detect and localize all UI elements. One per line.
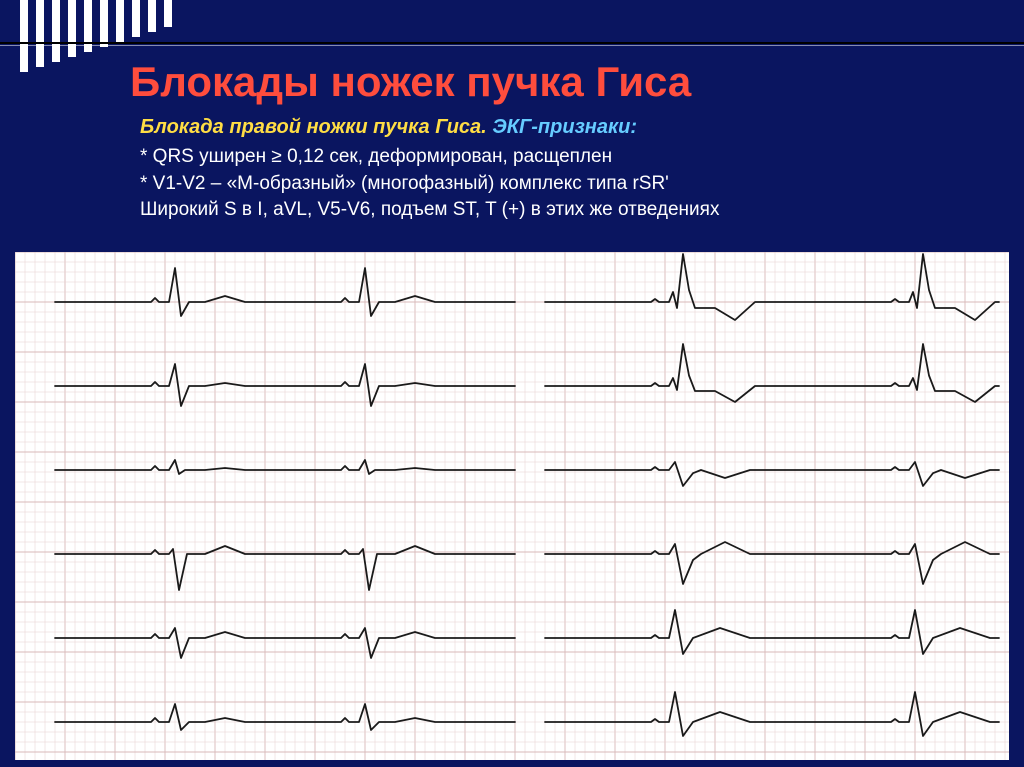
criteria-list: * QRS уширен ≥ 0,12 сек, деформирован, р… [140, 144, 719, 224]
header-rule-2 [0, 45, 1024, 46]
slide-title: Блокады ножек пучка Гиса [130, 58, 691, 106]
subtitle-blue: ЭКГ-признаки: [492, 116, 637, 138]
subtitle-yellow: Блокада правой ножки пучка Гиса. [140, 116, 487, 138]
header-rule [0, 42, 1024, 44]
ecg-strip [15, 252, 1009, 760]
bullet-2: * V1-V2 – «М-образный» (многофазный) ком… [140, 171, 719, 198]
bullet-3: Широкий S в I, aVL, V5-V6, подъем ST, T … [140, 197, 719, 224]
ecg-svg [15, 252, 1009, 760]
slide-subtitle: Блокада правой ножки пучка Гиса. ЭКГ-при… [140, 116, 637, 139]
bullet-1: * QRS уширен ≥ 0,12 сек, деформирован, р… [140, 144, 719, 171]
